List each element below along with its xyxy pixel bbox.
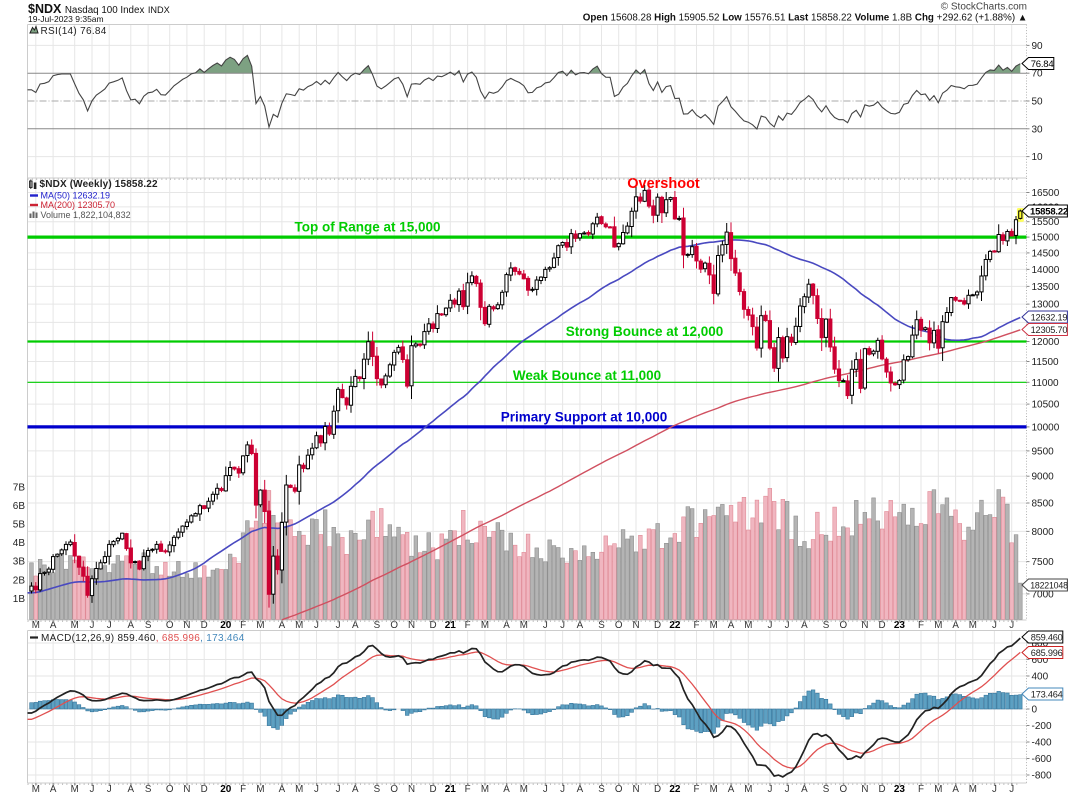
svg-text:10: 10 (1032, 152, 1044, 163)
svg-text:3B: 3B (13, 557, 26, 568)
svg-text:859.460: 859.460 (1031, 632, 1063, 642)
svg-text:16500: 16500 (1032, 188, 1060, 199)
svg-text:50: 50 (1032, 97, 1044, 108)
svg-text:© StockCharts.com: © StockCharts.com (941, 2, 1027, 13)
svg-text:1B: 1B (13, 594, 26, 605)
svg-text:MACD(12,26,9) 859.460, 685.996: MACD(12,26,9) 859.460, 685.996, 173.464 (41, 633, 245, 644)
svg-text:Primary Support at 10,000: Primary Support at 10,000 (501, 410, 668, 425)
svg-text:-600: -600 (1032, 754, 1052, 765)
svg-text:13000: 13000 (1032, 300, 1060, 311)
svg-text:MA(200) 12305.70: MA(200) 12305.70 (41, 200, 116, 210)
svg-text:15000: 15000 (1032, 233, 1060, 244)
svg-text:6B: 6B (13, 501, 26, 512)
svg-text:19-Jul-2023 9:35am: 19-Jul-2023 9:35am (28, 14, 104, 24)
svg-text:-400: -400 (1032, 738, 1052, 749)
svg-text:9500: 9500 (1032, 446, 1055, 457)
svg-text:12000: 12000 (1032, 337, 1060, 348)
svg-text:10500: 10500 (1032, 400, 1060, 411)
svg-text:8500: 8500 (1032, 499, 1055, 510)
svg-text:7B: 7B (13, 482, 26, 493)
svg-text:Overshoot: Overshoot (627, 176, 700, 192)
svg-text:15500: 15500 (1032, 217, 1060, 228)
svg-text:5B: 5B (13, 520, 26, 531)
svg-text:10000: 10000 (1032, 422, 1060, 433)
svg-text:14000: 14000 (1032, 265, 1060, 276)
svg-text:30: 30 (1032, 124, 1044, 135)
svg-text:Open 15608.28 High 15905.52 Lo: Open 15608.28 High 15905.52 Low 15576.51… (583, 13, 1028, 24)
svg-text:-200: -200 (1032, 721, 1052, 732)
svg-text:90: 90 (1032, 41, 1044, 52)
svg-text:70: 70 (1032, 69, 1044, 80)
svg-text:Strong Bounce at 12,000: Strong Bounce at 12,000 (566, 324, 724, 339)
svg-text:14500: 14500 (1032, 248, 1060, 259)
svg-text:12632.19: 12632.19 (1031, 312, 1068, 322)
svg-text:0: 0 (1032, 705, 1038, 716)
svg-text:$NDX (Weekly) 15858.22: $NDX (Weekly) 15858.22 (40, 179, 158, 190)
svg-text:Volume 1,822,104,832: Volume 1,822,104,832 (41, 210, 131, 220)
svg-text:RSI(14) 76.84: RSI(14) 76.84 (41, 26, 107, 37)
svg-text:11000: 11000 (1032, 378, 1060, 389)
svg-text:11500: 11500 (1032, 357, 1060, 368)
svg-text:15858.22: 15858.22 (1030, 206, 1068, 217)
svg-text:Top of Range at 15,000: Top of Range at 15,000 (294, 220, 440, 235)
svg-text:2B: 2B (13, 575, 26, 586)
svg-text:76.84: 76.84 (1031, 59, 1054, 70)
svg-text:685.996: 685.996 (1031, 648, 1063, 658)
svg-text:13500: 13500 (1032, 282, 1060, 293)
svg-text:Weak Bounce at 11,000: Weak Bounce at 11,000 (513, 368, 661, 383)
svg-text:4B: 4B (13, 538, 26, 549)
svg-text:12305.70: 12305.70 (1031, 325, 1068, 335)
svg-text:7500: 7500 (1032, 557, 1055, 568)
svg-text:18221048: 18221048 (1030, 580, 1068, 590)
svg-text:8000: 8000 (1032, 527, 1055, 538)
svg-text:9000: 9000 (1032, 472, 1055, 483)
svg-text:400: 400 (1032, 672, 1049, 683)
svg-text:-800: -800 (1032, 771, 1052, 782)
svg-text:173.464: 173.464 (1031, 689, 1063, 699)
